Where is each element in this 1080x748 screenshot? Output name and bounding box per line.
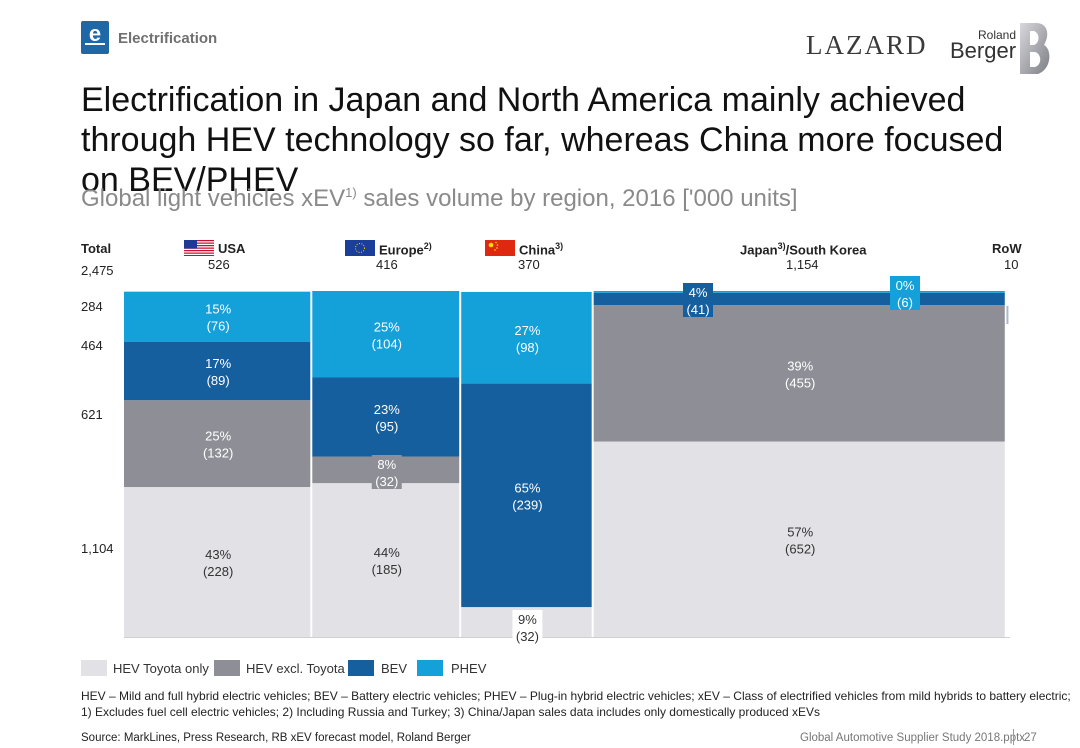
eu-flag-icon	[345, 240, 375, 256]
document-reference: Global Automotive Supplier Study 2018.pp…	[800, 732, 1026, 744]
region-total-usa: 526	[208, 257, 230, 272]
footnote-line-1: HEV – Mild and full hybrid electric vehi…	[81, 689, 1071, 703]
region-name-japan: Japan3)/South Korea	[740, 241, 867, 258]
region-total-japan: 1,154	[786, 257, 819, 272]
label-pct-usa-hev-excl-toyota: 25%	[205, 429, 231, 444]
label-pct-europe-hev-excl-toyota: 8%	[377, 457, 396, 472]
label-pct-japan-hev-excl-toyota: 39%	[787, 358, 813, 373]
total-hev-toyota: 1,104	[81, 541, 114, 556]
label-val-usa-hev-excl-toyota: (132)	[203, 446, 233, 461]
china-flag-icon	[485, 240, 515, 256]
bar-usa-phev	[124, 291, 311, 342]
bar-japan-bev	[593, 292, 1005, 306]
roland-berger-b-logo	[1020, 23, 1050, 74]
roland-berger-logo-berger: Berger	[950, 38, 1017, 63]
label-val-usa-bev: (89)	[207, 373, 230, 388]
region-name-europe: Europe2)	[379, 241, 432, 258]
label-val-europe-phev: (104)	[372, 336, 402, 351]
label-val-japan-phev: (6)	[897, 295, 913, 310]
label-val-europe-bev: (95)	[375, 419, 398, 434]
bar-china-phev	[461, 291, 592, 384]
region-total-row: 10	[1004, 257, 1019, 272]
bar-japan-hev-toyota	[593, 441, 1005, 637]
legend-label-hev-excl-toyota: HEV excl. Toyota	[246, 661, 345, 676]
legend-swatch-bev	[348, 660, 374, 676]
subtitle-rest: sales volume by region, 2016 ['000 units…	[356, 185, 798, 212]
label-val-europe-hev-excl-toyota: (32)	[375, 474, 398, 489]
legend-swatch-phev	[417, 660, 443, 676]
label-val-china-bev: (239)	[512, 497, 542, 512]
legend-swatch-hev-toyota	[81, 660, 107, 676]
label-val-japan-bev: (41)	[686, 302, 709, 317]
source-note: Source: MarkLines, Press Research, RB xE…	[81, 732, 471, 744]
bar-europe-bev	[312, 377, 460, 457]
page-separator	[1013, 729, 1014, 745]
label-val-usa-phev: (76)	[207, 319, 230, 334]
page-title: Electrification in Japan and North Ameri…	[81, 81, 1004, 199]
us-flag-icon	[184, 240, 214, 256]
label-val-china-hev-toyota: (32)	[516, 629, 539, 644]
label-val-china-phev: (98)	[516, 340, 539, 355]
roland-berger-logo-roland: Roland	[978, 28, 1017, 42]
label-pct-china-phev: 27%	[514, 323, 540, 338]
label-pct-japan-bev: 4%	[689, 285, 708, 300]
legend-label-hev-toyota: HEV Toyota only	[113, 661, 209, 676]
section-label: Electrification	[118, 30, 218, 47]
label-val-japan-hev-toyota: (652)	[785, 541, 815, 556]
label-pct-europe-hev-toyota: 44%	[374, 545, 400, 560]
subtitle-main: Global light vehicles xEV	[81, 185, 346, 212]
bar-usa-hev-excl-toyota	[124, 400, 311, 488]
subtitle-footnote-ref: 1)	[345, 185, 357, 200]
footnote-line-2: 1) Excludes fuel cell electric vehicles;…	[81, 705, 821, 719]
legend-swatch-hev-excl-toyota	[214, 660, 240, 676]
label-pct-china-hev-toyota: 9%	[518, 612, 537, 627]
label-bg-europe-hev-excl-toyota	[371, 455, 402, 489]
bar-japan-phev	[593, 291, 1005, 293]
bar-usa-bev	[124, 341, 311, 401]
label-pct-europe-phev: 25%	[374, 319, 400, 334]
total-phev: 284	[81, 299, 103, 314]
label-pct-china-bev: 65%	[514, 480, 540, 495]
lazard-logo: LAZARD	[806, 30, 928, 60]
total-hev-excl: 621	[81, 407, 103, 422]
region-name-china: China3)	[519, 241, 564, 258]
label-val-europe-hev-toyota: (185)	[372, 562, 402, 577]
page-number: 27	[1024, 732, 1037, 744]
region-name-usa: USA	[218, 241, 246, 256]
total-bev: 464	[81, 338, 103, 353]
label-pct-usa-hev-toyota: 43%	[205, 547, 231, 562]
footnote: HEV – Mild and full hybrid electric vehi…	[81, 688, 1071, 720]
label-pct-usa-phev: 15%	[205, 302, 231, 317]
label-pct-usa-bev: 17%	[205, 356, 231, 371]
chart-subtitle: Global light vehicles xEV1) sales volume…	[81, 185, 798, 213]
legend-label-phev: PHEV	[451, 661, 487, 676]
label-val-usa-hev-toyota: (228)	[203, 564, 233, 579]
bar-china-bev	[461, 383, 592, 608]
label-bg-china-hev-toyota	[512, 610, 543, 644]
electrification-logo: e	[81, 21, 109, 54]
plug-icon	[85, 43, 105, 51]
region-total-europe: 416	[376, 257, 398, 272]
bar-row-mix	[1006, 306, 1009, 324]
label-pct-japan-hev-toyota: 57%	[787, 524, 813, 539]
label-bg-japan-bev	[683, 283, 713, 317]
total-header: Total	[81, 241, 112, 256]
bar-europe-hev-toyota	[312, 483, 460, 637]
bar-usa-hev-toyota	[124, 487, 311, 637]
legend-label-bev: BEV	[381, 661, 408, 676]
label-pct-japan-phev: 0%	[896, 278, 915, 293]
region-name-row: RoW	[992, 241, 1022, 256]
bar-japan-hev-excl-toyota	[593, 305, 1005, 442]
grand-total: 2,475	[81, 263, 114, 278]
label-bg-japan-phev	[890, 276, 920, 310]
label-pct-europe-bev: 23%	[374, 402, 400, 417]
logo-letter: e	[88, 21, 102, 46]
bar-europe-phev	[312, 291, 460, 378]
label-val-japan-hev-excl-toyota: (455)	[785, 375, 815, 390]
region-total-china: 370	[518, 257, 540, 272]
